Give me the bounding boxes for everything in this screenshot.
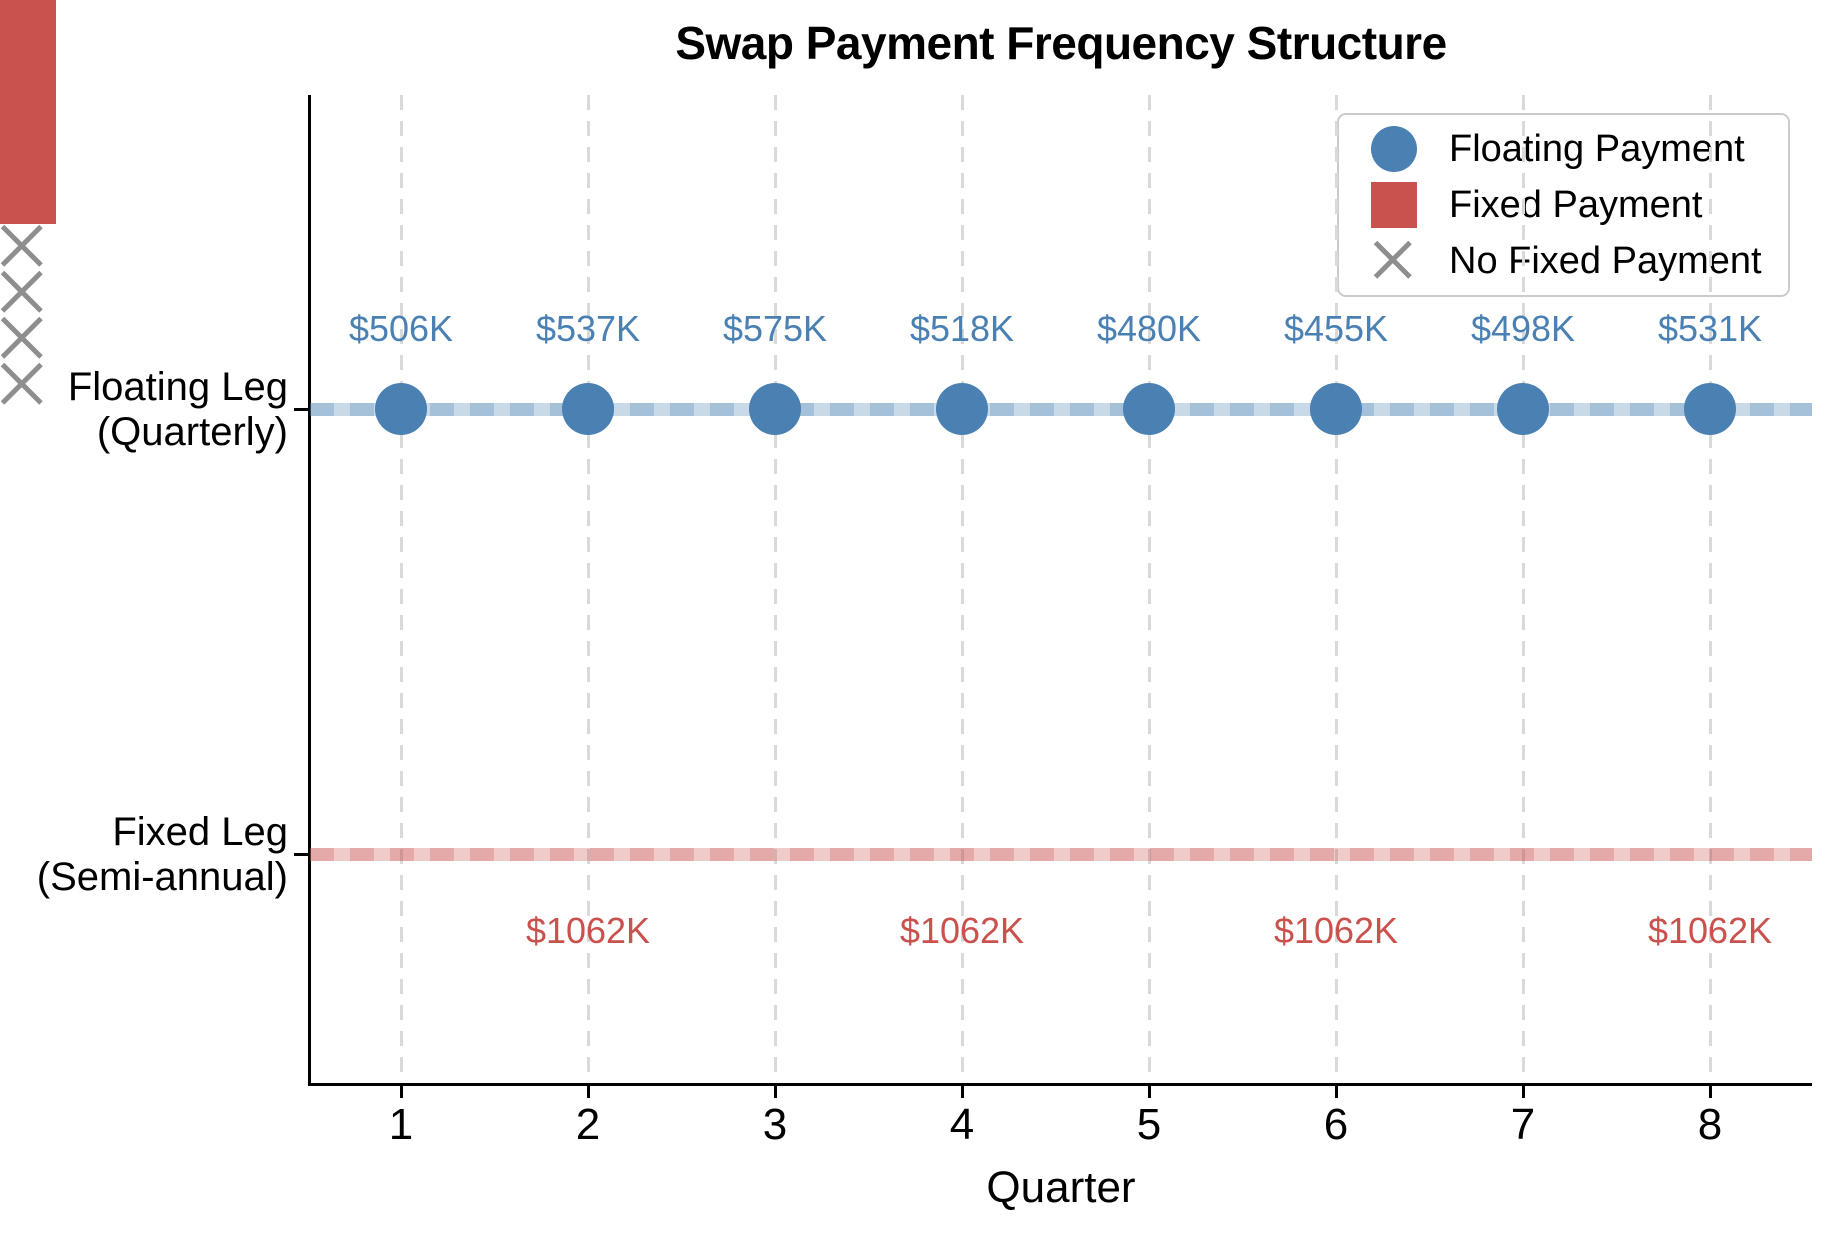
no-payment-marker-q7 [0,362,46,408]
fixed-leg-line-dashes [310,847,1812,861]
x-tick-q4 [960,1083,964,1098]
floating-value-q7: $498K [1470,308,1576,349]
floating-value-q2: $537K [535,308,641,349]
x-axis-spine [308,1083,1812,1086]
floating-marker-q8 [1684,383,1736,435]
x-icon [0,316,43,359]
fixed-marker-q4 [0,56,56,112]
x-tick-label-q6: 6 [1323,1100,1349,1149]
x-tick-label-q5: 5 [1136,1100,1162,1149]
x-tick-q1 [399,1083,403,1098]
legend-circle-icon [1369,126,1419,172]
x-tick-label-q7: 7 [1510,1100,1536,1149]
legend-label: Fixed Payment [1449,183,1703,226]
fixed-marker-q8 [0,168,56,224]
floating-leg-line [310,402,1812,416]
y-label-fixed-leg-line2: (Semi-annual) [36,855,288,899]
gridline-q4 [960,95,964,1083]
floating-leg-line-dashes [310,402,1812,416]
gridline-q3 [773,95,777,1083]
fixed-marker-q6 [0,112,56,168]
no-payment-marker-q5 [0,316,46,362]
x-icon [0,362,43,405]
legend-square-icon [1369,182,1419,228]
x-tick-label-q4: 4 [949,1100,975,1149]
gridline-q5 [1147,95,1151,1083]
gridline-q2 [586,95,590,1083]
floating-value-q5: $480K [1096,308,1202,349]
fixed-value-q6: $1062K [1273,910,1399,951]
x-tick-label-q2: 2 [575,1100,601,1149]
x-icon [0,270,43,313]
floating-value-q3: $575K [722,308,828,349]
y-label-fixed-leg-line1: Fixed Leg [112,810,288,854]
y-axis-spine [308,95,311,1086]
x-icon [0,224,43,267]
floating-marker-q3 [749,383,801,435]
fixed-leg-line [310,847,1812,861]
x-tick-label-q3: 3 [762,1100,788,1149]
no-payment-marker-q1 [0,224,46,270]
y-tick-fixed [294,852,309,856]
fixed-marker-q2 [0,0,56,56]
x-axis-label: Quarter [986,1163,1136,1212]
y-label-fixed-leg: Fixed Leg (Semi-annual) [0,810,288,900]
no-payment-marker-q3 [0,270,46,316]
legend-item-fixed-payment: Fixed Payment [1339,177,1788,233]
legend: Floating Payment Fixed Payment No Fixed Pa… [1337,113,1790,297]
fixed-value-q4: $1062K [899,910,1025,951]
gridline-q1 [399,95,403,1083]
floating-marker-q6 [1310,383,1362,435]
x-tick-q8 [1708,1083,1712,1098]
gridline-q8 [1708,95,1712,1083]
floating-marker-q2 [562,383,614,435]
chart-title: Swap Payment Frequency Structure [675,17,1447,69]
floating-value-q8: $531K [1657,308,1763,349]
y-tick-floating [294,407,309,411]
floating-marker-q7 [1497,383,1549,435]
x-tick-q7 [1521,1083,1525,1098]
x-tick-q2 [586,1083,590,1098]
floating-value-q6: $455K [1283,308,1389,349]
x-tick-q5 [1147,1083,1151,1098]
y-label-floating-leg-line2: (Quarterly) [96,410,288,454]
floating-value-q1: $506K [348,308,454,349]
legend-label: Floating Payment [1449,127,1745,170]
floating-marker-q5 [1123,383,1175,435]
floating-marker-q1 [375,383,427,435]
gridline-q6 [1334,95,1338,1083]
x-tick-q3 [773,1083,777,1098]
y-label-floating-leg: Floating Leg (Quarterly) [0,365,288,455]
x-tick-label-q1: 1 [388,1100,414,1149]
fixed-value-q2: $1062K [525,910,651,951]
legend-x-icon [1369,240,1419,282]
x-tick-label-q8: 8 [1697,1100,1723,1149]
fixed-value-q8: $1062K [1647,910,1773,951]
x-tick-q6 [1334,1083,1338,1098]
y-label-floating-leg-line1: Floating Leg [67,365,288,409]
gridline-q7 [1521,95,1525,1083]
floating-value-q4: $518K [909,308,1015,349]
floating-marker-q4 [936,383,988,435]
legend-item-floating-payment: Floating Payment [1339,121,1788,177]
